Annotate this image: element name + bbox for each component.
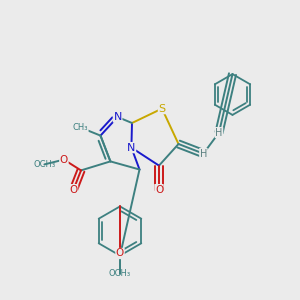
Text: O: O xyxy=(116,248,124,259)
Text: S: S xyxy=(158,103,166,114)
Text: CH₃: CH₃ xyxy=(73,123,88,132)
Text: H: H xyxy=(215,128,223,138)
Text: O: O xyxy=(60,154,68,165)
Text: OCH₃: OCH₃ xyxy=(109,269,131,278)
Text: O: O xyxy=(69,184,78,195)
Text: N: N xyxy=(127,142,136,153)
Text: OCH₃: OCH₃ xyxy=(33,160,56,169)
Text: H: H xyxy=(200,148,207,159)
Text: N: N xyxy=(113,112,122,122)
Text: O: O xyxy=(155,184,163,195)
